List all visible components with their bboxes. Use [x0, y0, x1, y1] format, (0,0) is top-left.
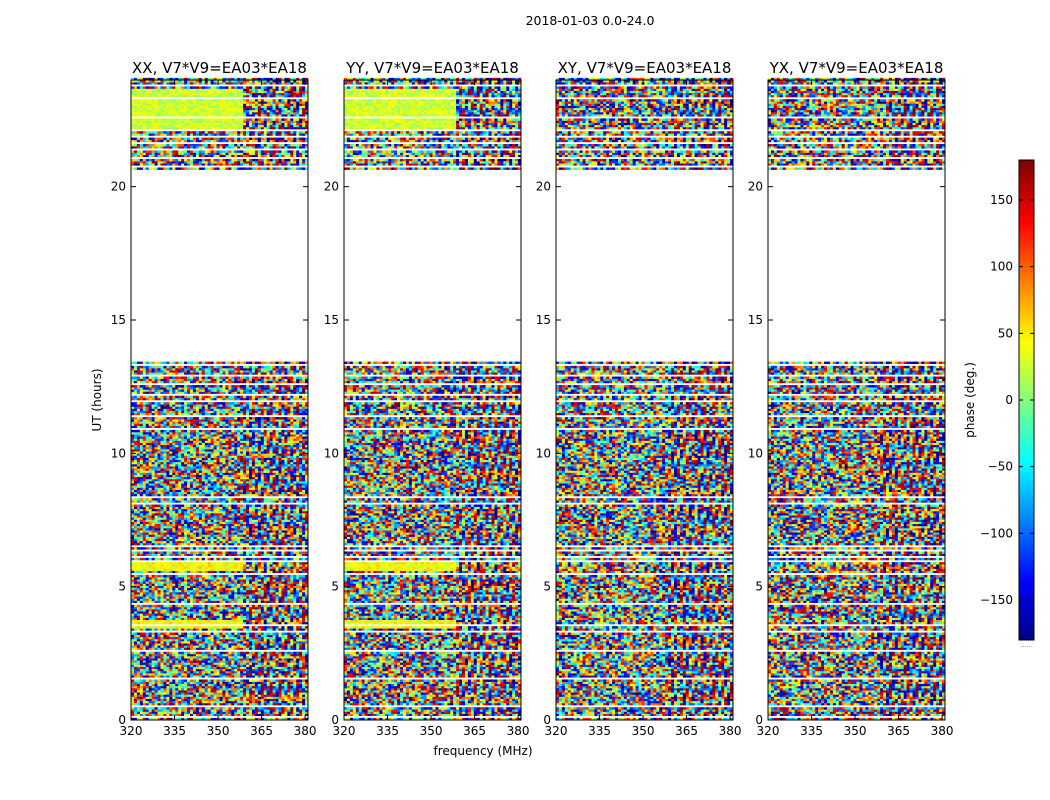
x-tick-label: 335 [163, 724, 186, 738]
x-tick-label: 365 [887, 724, 910, 738]
panel-title: YY, V7*V9=EA03*EA18 [345, 59, 519, 77]
x-tick-label: 350 [632, 724, 655, 738]
x-axis-label: frequency (MHz) [433, 744, 532, 758]
panel-frame [130, 79, 309, 721]
phase-heatmap [768, 77, 946, 721]
y-tick-label: 10 [324, 446, 339, 460]
figure-suptitle: 2018-01-03 0.0-24.0 [0, 13, 1050, 28]
y-tick-label: 10 [748, 446, 763, 460]
y-tick-label: 0 [755, 713, 763, 727]
colorbar-tick-label: 50 [998, 326, 1013, 340]
y-axis-label: UT (hours) [90, 368, 104, 431]
y-tick-label: 0 [118, 713, 126, 727]
x-tick-label: 335 [588, 724, 611, 738]
y-tick-label: 5 [543, 580, 551, 594]
x-tick-label: 320 [120, 724, 143, 738]
colorbar-tick-label: −100 [980, 526, 1013, 540]
panel-title: XY, V7*V9=EA03*EA18 [558, 59, 732, 77]
x-tick-label: 380 [719, 724, 742, 738]
colorbar-tick-label: −150 [980, 593, 1013, 607]
x-tick-label: 350 [844, 724, 867, 738]
panel-3: XY, V7*V9=EA03*EA18 320 335 350 365 380 0 5 10 15… [536, 59, 742, 738]
x-tick-label: 335 [376, 724, 399, 738]
x-tick-label: 380 [507, 724, 530, 738]
y-tick-label: 20 [324, 180, 339, 194]
panel-frame [343, 79, 522, 721]
colorbar-tick-label: 100 [990, 260, 1013, 274]
y-tick-label: 15 [324, 313, 339, 327]
x-tick-label: 335 [800, 724, 823, 738]
x-tick-label: 365 [463, 724, 486, 738]
panel-4: YX, V7*V9=EA03*EA18 320 335 350 365 380 0 5 10 15… [748, 59, 954, 738]
x-tick-label: 380 [931, 724, 954, 738]
phase-heatmap [344, 77, 522, 721]
panel-title: XX, V7*V9=EA03*EA18 [132, 59, 307, 77]
x-tick-label: 365 [250, 724, 273, 738]
y-tick-label: 20 [111, 180, 126, 194]
panel-title: YX, V7*V9=EA03*EA18 [769, 59, 944, 77]
panel-frame [767, 79, 946, 721]
colorbar-label: phase (deg.) [963, 362, 977, 438]
y-tick-label: 15 [748, 313, 763, 327]
phase-heatmap [131, 77, 309, 721]
x-tick-label: 320 [333, 724, 356, 738]
y-tick-label: 15 [536, 313, 551, 327]
x-tick-label: 350 [207, 724, 230, 738]
phase-heatmap [556, 77, 734, 721]
colorbar-tick-label: −50 [988, 460, 1013, 474]
colorbar-tick-label: 150 [990, 193, 1013, 207]
y-tick-label: 15 [111, 313, 126, 327]
y-tick-label: 20 [536, 180, 551, 194]
x-tick-label: 380 [294, 724, 317, 738]
y-tick-label: 5 [331, 580, 339, 594]
y-tick-label: 10 [111, 446, 126, 460]
colorbar-bottom-label: ...... [1021, 642, 1033, 649]
y-tick-label: 10 [536, 446, 551, 460]
y-tick-label: 0 [543, 713, 551, 727]
x-tick-label: 320 [757, 724, 780, 738]
y-tick-label: 5 [118, 580, 126, 594]
x-tick-label: 365 [675, 724, 698, 738]
panel-1: XX, V7*V9=EA03*EA18 320 335 350 365 380 0 5 10 15… [111, 59, 317, 738]
y-tick-label: 0 [331, 713, 339, 727]
y-tick-label: 20 [748, 180, 763, 194]
panel-2: YY, V7*V9=EA03*EA18 320 335 350 365 380 0 5 10 15… [324, 59, 530, 738]
colorbar: 150 100 50 0 −50 −100 −150 phase (deg.)...... [963, 159, 1035, 649]
y-tick-label: 5 [755, 580, 763, 594]
x-tick-label: 350 [420, 724, 443, 738]
x-tick-label: 320 [545, 724, 568, 738]
colorbar-tick-label: 0 [1005, 393, 1013, 407]
panel-frame [555, 79, 734, 721]
